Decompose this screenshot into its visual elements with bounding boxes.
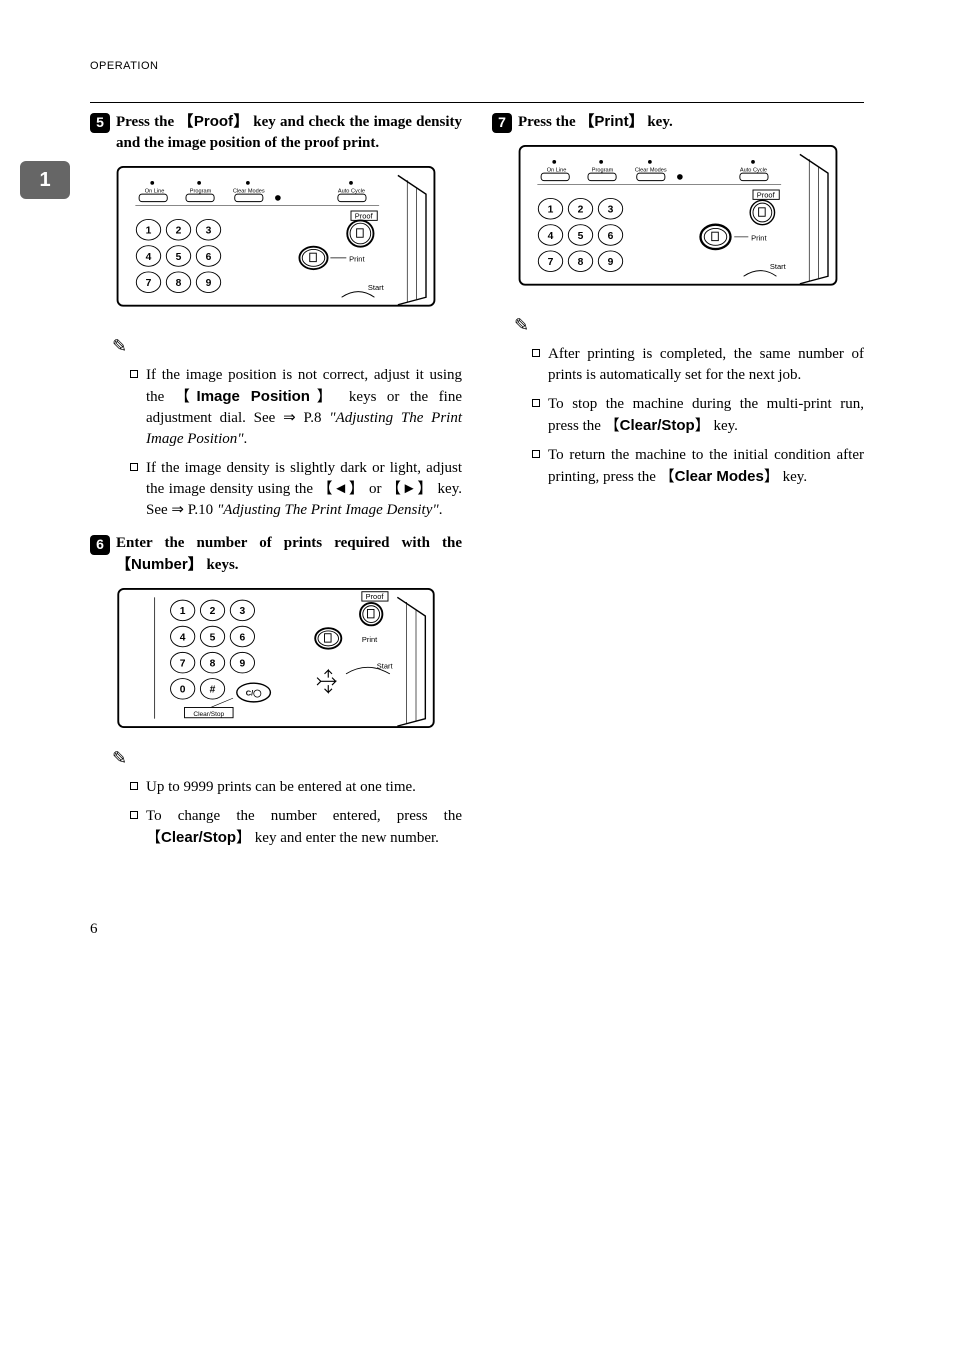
- svg-text:0: 0: [180, 685, 186, 696]
- svg-text:7: 7: [548, 257, 554, 268]
- svg-text:4: 4: [180, 632, 186, 643]
- step-number-badge: 7: [492, 113, 512, 133]
- note-item: After printing is completed, the same nu…: [532, 344, 864, 386]
- svg-text:Proof: Proof: [366, 592, 385, 601]
- left-column: 1 5 Press the 【Proof】 key and check the …: [90, 111, 462, 861]
- svg-text:Clear Modes: Clear Modes: [233, 188, 265, 194]
- step-7: 7 Press the 【Print】 key.: [492, 111, 864, 133]
- svg-text:7: 7: [146, 278, 152, 289]
- bullet-icon: [130, 370, 138, 378]
- svg-text:8: 8: [578, 257, 584, 268]
- step-number-badge: 6: [90, 535, 110, 555]
- svg-text:Proof: Proof: [757, 191, 776, 200]
- header-rule: [90, 102, 864, 103]
- svg-text:Proof: Proof: [355, 212, 374, 221]
- bullet-icon: [532, 399, 540, 407]
- control-panel-figure-proof: On Line Program Clear Modes Auto Cycle 1…: [90, 166, 462, 316]
- svg-text:9: 9: [206, 278, 212, 289]
- svg-text:9: 9: [608, 257, 614, 268]
- svg-text:1: 1: [146, 226, 152, 237]
- step-6-text: Enter the number of prints required with…: [116, 533, 462, 576]
- svg-text:5: 5: [578, 231, 584, 242]
- svg-text:4: 4: [146, 252, 152, 263]
- svg-text:On Line: On Line: [145, 188, 165, 194]
- svg-text:3: 3: [206, 226, 212, 237]
- svg-text:6: 6: [206, 252, 212, 263]
- svg-text:3: 3: [608, 205, 614, 216]
- svg-text:6: 6: [240, 632, 246, 643]
- svg-text:Start: Start: [770, 262, 787, 271]
- note-item: Up to 9999 prints can be entered at one …: [130, 777, 462, 798]
- note-block-7: After printing is completed, the same nu…: [532, 344, 864, 488]
- bullet-icon: [130, 811, 138, 819]
- section-tab: 1: [20, 161, 70, 199]
- svg-text:8: 8: [210, 659, 216, 670]
- right-column: 7 Press the 【Print】 key. On Line Program…: [492, 111, 864, 861]
- bullet-icon: [130, 782, 138, 790]
- svg-text:9: 9: [240, 659, 246, 670]
- svg-text:2: 2: [578, 205, 584, 216]
- step-number-badge: 5: [90, 113, 110, 133]
- svg-text:Clear Modes: Clear Modes: [635, 167, 667, 173]
- step-5: 5 Press the 【Proof】 key and check the im…: [90, 111, 462, 154]
- note-icon: ✎: [112, 746, 462, 771]
- svg-text:Program: Program: [190, 188, 212, 194]
- svg-text:#: #: [210, 685, 216, 696]
- svg-text:On Line: On Line: [547, 167, 567, 173]
- svg-text:7: 7: [180, 659, 186, 670]
- control-panel-figure-print: On Line Program Clear Modes Auto Cycle 1…: [492, 145, 864, 295]
- svg-text:4: 4: [548, 231, 554, 242]
- note-icon: ✎: [112, 334, 462, 359]
- note-item: To change the number entered, press the …: [130, 806, 462, 849]
- svg-text:C/◯: C/◯: [246, 689, 262, 698]
- svg-text:2: 2: [176, 226, 182, 237]
- bullet-icon: [532, 349, 540, 357]
- note-item: To stop the machine during the multi-pri…: [532, 394, 864, 437]
- bullet-icon: [532, 450, 540, 458]
- svg-text:1: 1: [180, 606, 186, 617]
- svg-text:Start: Start: [368, 283, 385, 292]
- page-number: 6: [90, 921, 864, 938]
- svg-text:Program: Program: [592, 167, 614, 173]
- svg-text:Print: Print: [362, 635, 378, 644]
- note-block-6: Up to 9999 prints can be entered at one …: [130, 777, 462, 849]
- step-6: 6 Enter the number of prints required wi…: [90, 533, 462, 576]
- svg-text:1: 1: [548, 205, 554, 216]
- svg-text:6: 6: [608, 231, 614, 242]
- control-panel-figure-number: 1 2 3 4 5 6 7 8 9 0 # C/◯ Clear/Stop: [90, 588, 462, 728]
- note-item: To return the machine to the initial con…: [532, 445, 864, 488]
- step-5-text: Press the 【Proof】 key and check the imag…: [116, 111, 462, 154]
- running-head: OPERATION: [90, 60, 864, 72]
- note-item: If the image position is not correct, ad…: [130, 365, 462, 450]
- svg-text:2: 2: [210, 606, 216, 617]
- svg-text:Print: Print: [349, 255, 365, 264]
- svg-text:Auto Cycle: Auto Cycle: [338, 188, 365, 194]
- svg-text:Auto Cycle: Auto Cycle: [740, 167, 767, 173]
- svg-text:Print: Print: [751, 234, 767, 243]
- note-item: If the image density is slightly dark or…: [130, 458, 462, 521]
- note-block-5: If the image position is not correct, ad…: [130, 365, 462, 521]
- svg-text:Clear/Stop: Clear/Stop: [193, 711, 224, 718]
- svg-text:3: 3: [240, 606, 246, 617]
- main-content: 1 5 Press the 【Proof】 key and check the …: [90, 111, 864, 861]
- svg-text:5: 5: [176, 252, 182, 263]
- svg-text:5: 5: [210, 632, 216, 643]
- note-icon: ✎: [514, 313, 864, 338]
- svg-text:8: 8: [176, 278, 182, 289]
- bullet-icon: [130, 463, 138, 471]
- step-7-text: Press the 【Print】 key.: [518, 111, 673, 133]
